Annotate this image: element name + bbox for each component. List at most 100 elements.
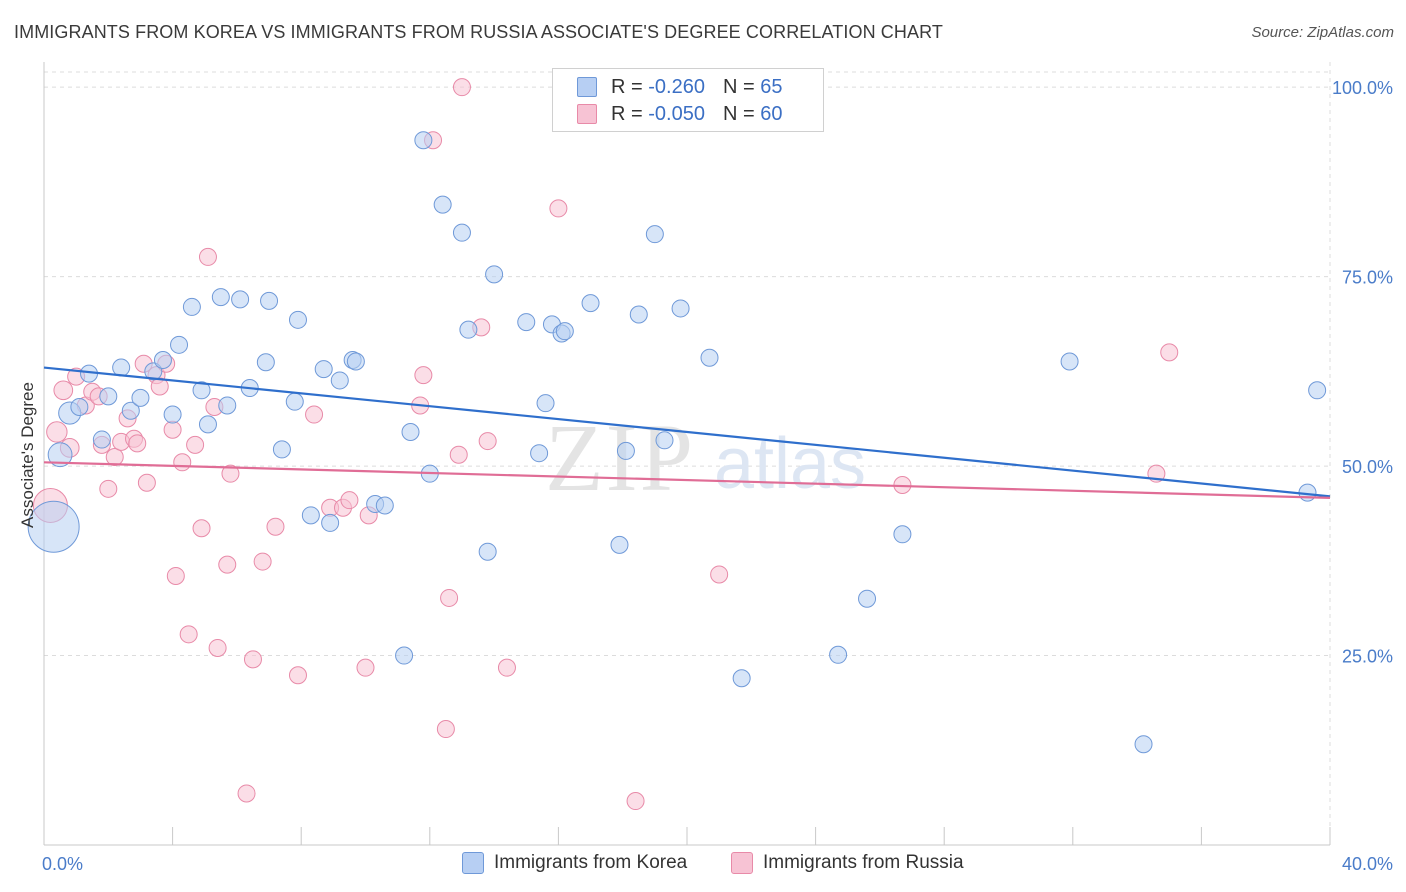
russia-r-value: -0.050 <box>648 102 705 125</box>
korea-n-value: 65 <box>760 75 783 98</box>
korea-point <box>92 430 111 449</box>
korea-point <box>893 525 912 544</box>
russia-point <box>173 453 192 472</box>
korea-point <box>401 422 420 441</box>
korea-trend-line <box>43 366 1331 498</box>
korea-point <box>452 223 471 242</box>
y-tick-label: 50.0% <box>1342 457 1393 477</box>
korea-point <box>112 358 131 377</box>
russia-point <box>166 566 185 585</box>
korea-points <box>27 131 1327 754</box>
legend-row-russia: R = -0.050 N = 60 <box>577 103 782 125</box>
korea-point <box>629 305 648 324</box>
russia-point <box>266 517 285 536</box>
korea-point <box>414 131 433 150</box>
korea-point <box>536 394 555 413</box>
korea-point <box>47 442 73 468</box>
korea-point <box>732 669 751 688</box>
korea-point <box>301 506 320 525</box>
russia-point <box>253 552 272 571</box>
russia-point <box>221 464 240 483</box>
korea-point <box>1134 735 1153 754</box>
korea-point <box>99 387 118 406</box>
chart-title: IMMIGRANTS FROM KOREA VS IMMIGRANTS FROM… <box>14 22 943 42</box>
russia-point <box>208 638 227 657</box>
korea-point <box>517 313 536 332</box>
russia-n-label: N = <box>722 102 755 125</box>
korea-r-label: R = <box>611 75 643 98</box>
korea-point <box>433 195 452 214</box>
russia-point <box>414 366 433 385</box>
korea-swatch-icon <box>577 77 597 97</box>
tick-labels: 25.0% 50.0% 75.0% 100.0% 0.0% 40.0% <box>42 78 1393 874</box>
russia-point <box>137 473 156 492</box>
russia-point <box>192 519 211 538</box>
russia-point <box>1160 343 1179 362</box>
korea-point <box>616 441 635 460</box>
korea-point <box>330 371 349 390</box>
russia-point <box>626 792 645 811</box>
korea-point <box>555 322 574 341</box>
russia-legend-label: Immigrants from Russia <box>763 852 964 873</box>
russia-point <box>243 650 262 669</box>
korea-point <box>1060 352 1079 371</box>
korea-point <box>218 396 237 415</box>
russia-point <box>436 720 455 739</box>
russia-point <box>440 588 459 607</box>
russia-point <box>46 421 68 443</box>
korea-point <box>829 645 848 664</box>
russia-r-label: R = <box>611 102 643 125</box>
y-axis-label: Associate's Degree <box>18 382 37 528</box>
russia-point <box>478 432 497 451</box>
y-tick-label: 100.0% <box>1332 78 1393 98</box>
x-tick-label: 0.0% <box>42 854 83 874</box>
korea-point <box>272 440 291 459</box>
russia-point <box>356 658 375 677</box>
x-tick-label: 40.0% <box>1342 854 1393 874</box>
korea-point <box>395 646 414 665</box>
russia-point <box>99 479 118 498</box>
korea-point <box>163 405 182 424</box>
korea-point <box>485 265 504 284</box>
russia-point <box>186 435 205 454</box>
russia-n-value: 60 <box>760 102 783 125</box>
russia-point <box>150 377 169 396</box>
korea-point <box>478 542 497 561</box>
russia-point <box>179 625 198 644</box>
korea-point <box>610 535 629 554</box>
bottom-legend-russia: Immigrants from Russia <box>731 852 964 874</box>
russia-swatch-icon <box>577 104 597 124</box>
korea-point <box>645 225 664 244</box>
axes <box>43 62 1331 846</box>
watermark-zip: ZIP <box>545 404 695 511</box>
korea-point <box>375 496 394 515</box>
korea-point <box>655 431 674 450</box>
korea-point <box>231 290 250 309</box>
korea-legend-swatch-icon <box>462 852 484 874</box>
korea-r-value: -0.260 <box>648 75 705 98</box>
korea-n-label: N = <box>722 75 755 98</box>
russia-point <box>128 434 147 453</box>
korea-point <box>211 288 230 307</box>
korea-point <box>858 589 877 608</box>
correlation-legend: R = -0.260 N = 65 R = -0.050 N = 60 <box>552 68 824 132</box>
russia-point <box>497 658 516 677</box>
korea-point <box>1308 381 1327 400</box>
korea-point <box>285 392 304 411</box>
legend-row-korea: R = -0.260 N = 65 <box>577 76 782 98</box>
russia-point <box>710 565 729 584</box>
trend-lines <box>43 366 1331 500</box>
russia-point <box>198 247 217 266</box>
korea-legend-label: Immigrants from Korea <box>494 852 688 873</box>
korea-point <box>321 513 340 532</box>
russia-point <box>53 380 74 401</box>
korea-point <box>671 299 690 318</box>
korea-point <box>153 350 172 369</box>
korea-point <box>256 353 275 372</box>
korea-point <box>260 291 279 310</box>
korea-point <box>459 320 478 339</box>
korea-point <box>288 310 307 329</box>
korea-point <box>700 348 719 367</box>
y-tick-label: 75.0% <box>1342 268 1393 288</box>
russia-point <box>452 78 471 97</box>
